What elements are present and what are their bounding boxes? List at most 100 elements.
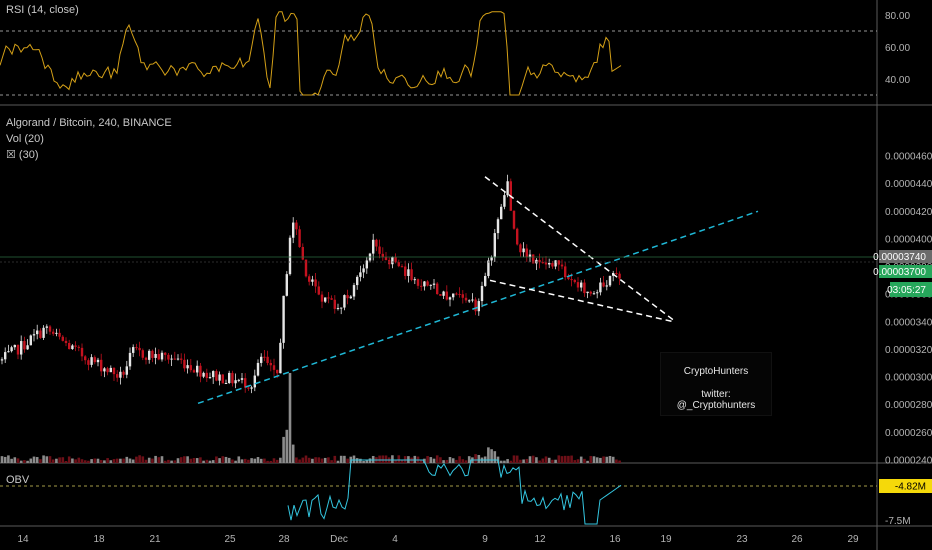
candle-body (295, 222, 298, 230)
volume-bar (157, 457, 161, 463)
candle-body (173, 358, 176, 360)
volume-bar (247, 459, 250, 463)
volume-bar (541, 458, 545, 463)
candle-body (269, 362, 272, 366)
candle-body (266, 356, 269, 363)
candle-body (58, 332, 61, 337)
candle-body (365, 260, 368, 269)
volume-bar (304, 455, 308, 463)
volume-bar (567, 455, 570, 463)
volume-bar (10, 458, 13, 463)
candle-body (506, 181, 509, 196)
price-guides (0, 256, 877, 263)
volume-bar (199, 457, 202, 463)
wedge-lower-line[interactable] (489, 279, 675, 323)
candle-body (125, 366, 128, 375)
candle-body (372, 239, 375, 254)
countdown-badge (890, 282, 932, 297)
volume-bar (106, 458, 109, 463)
candle-body (170, 358, 173, 360)
volume-bar (298, 459, 301, 463)
candle-body (276, 369, 279, 374)
candle-body (42, 327, 45, 338)
volume-bar (602, 456, 605, 463)
candle-body (240, 378, 244, 380)
volume-bar (275, 459, 279, 463)
rsi-axis-tick: 60.00 (885, 43, 910, 54)
candle-body (100, 359, 103, 372)
wedge-upper-line[interactable] (484, 176, 675, 322)
candle-body (122, 371, 125, 375)
rising-trendline[interactable] (197, 210, 759, 405)
watermark-box: CryptoHunters twitter: @_Cryptohunters (660, 352, 772, 416)
volume-bar (506, 459, 509, 463)
price-badges: 0.00003740 0.00003700 03:05:27 -4.82M (873, 250, 932, 493)
watermark-brand: CryptoHunters (683, 366, 749, 377)
candle-body (503, 195, 506, 207)
volume-bar (272, 458, 276, 463)
candle-body (317, 286, 320, 295)
rsi-axis-tick: 40.00 (885, 75, 910, 86)
volume-bar (359, 458, 362, 463)
volume-bar (384, 455, 388, 463)
volume-bar (173, 460, 177, 463)
obv-axis-tick: -7.5M (885, 516, 911, 527)
candle-body (404, 266, 407, 276)
volume-bar (563, 455, 567, 463)
volume-bar (227, 457, 231, 463)
volume-bar (112, 459, 116, 463)
candle-body (45, 326, 48, 328)
volume-bar (435, 455, 439, 463)
candle-body (324, 297, 327, 302)
volume-bar (256, 457, 260, 463)
volume-bar (61, 457, 65, 463)
candle-body (4, 352, 7, 360)
candle-body (426, 281, 429, 286)
price-badge-grey-text: 0.00003740 (873, 252, 926, 263)
volume-bar (519, 459, 522, 463)
candle-body (160, 352, 164, 360)
candle-body (202, 372, 205, 377)
time-axis-label: 26 (791, 534, 803, 545)
candle-body (314, 279, 317, 287)
volume-bar (51, 459, 55, 463)
candle-body (394, 257, 397, 263)
volume-bar (477, 454, 481, 463)
candle-body (282, 295, 285, 343)
volume-bar (224, 456, 228, 463)
candle-body (420, 285, 423, 287)
volume-bar (58, 457, 61, 463)
volume-bar (115, 458, 119, 463)
candle-body (471, 299, 474, 301)
time-axis-label: 23 (736, 534, 748, 545)
candle-body (301, 247, 304, 260)
volume-bar (87, 460, 90, 463)
volume-bar (3, 456, 7, 463)
volume-bar (391, 455, 394, 463)
volume-bar (371, 455, 375, 463)
time-axis-label: 16 (609, 534, 621, 545)
rsi-title: RSI (14, close) (6, 4, 79, 16)
volume-bar (135, 456, 138, 463)
volume-bar (285, 429, 289, 463)
candle-body (567, 277, 570, 280)
volume-bar (19, 460, 23, 463)
obv-title: OBV (6, 474, 30, 486)
volume-bar (144, 459, 148, 463)
time-axis-label: 28 (278, 534, 290, 545)
candle-body (477, 301, 480, 312)
volume-bar (231, 459, 234, 463)
candle-body (516, 228, 519, 245)
candle-body (397, 262, 400, 267)
volume-bar (240, 459, 244, 463)
candle-body (212, 371, 215, 378)
candle-body (490, 257, 493, 261)
volume-bar (442, 460, 445, 463)
volume-bar (48, 456, 52, 463)
volume-bar (608, 455, 612, 463)
candle-body (452, 293, 455, 298)
candle-body (93, 357, 96, 363)
volume-bar (253, 458, 257, 463)
volume-bar (45, 456, 49, 463)
